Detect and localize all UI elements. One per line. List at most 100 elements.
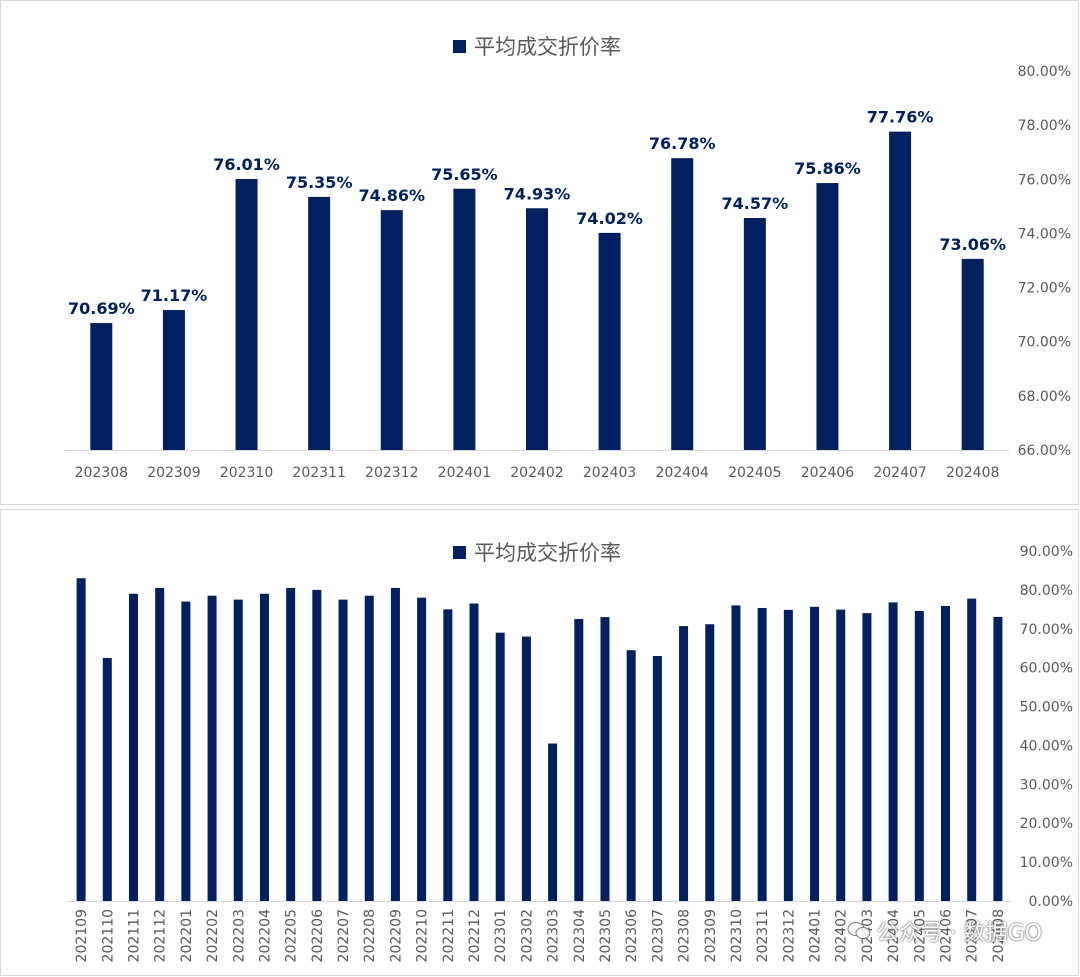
y-tick-label: 74.00% xyxy=(1018,226,1071,242)
x-tick-label: 202206 xyxy=(310,909,326,963)
bar xyxy=(600,617,610,901)
bar xyxy=(162,310,185,450)
x-tick-label: 202403 xyxy=(583,465,636,481)
x-tick-label: 202408 xyxy=(991,909,1007,962)
x-tick-label: 202302 xyxy=(519,909,535,962)
watermark-text: 公众号 · 数据GO xyxy=(876,921,1042,946)
legend-swatch xyxy=(453,39,466,53)
x-tick-label: 202310 xyxy=(220,465,273,481)
x-tick-label: 202310 xyxy=(729,909,745,962)
bar xyxy=(652,656,662,901)
y-tick-label: 0.00% xyxy=(1029,894,1073,910)
x-tick-label: 202111 xyxy=(126,909,142,962)
data-label: 74.57% xyxy=(722,194,789,213)
y-tick-label: 78.00% xyxy=(1018,118,1071,134)
x-tick-label: 202301 xyxy=(493,909,509,962)
bar-chart-recent: 66.00% 68.00% 70.00% 72.00% 74.00% 76.00% 78.0… xyxy=(65,64,1071,481)
bar xyxy=(743,217,766,450)
x-tick-label: 202202 xyxy=(205,909,221,962)
y-tick-label: 80.00% xyxy=(1020,583,1073,599)
x-tick-label: 202406 xyxy=(939,909,955,963)
x-tick-label: 202406 xyxy=(801,465,855,481)
x-tick-label: 202110 xyxy=(100,909,116,962)
x-tick-label: 202401 xyxy=(438,465,491,481)
bar xyxy=(705,624,715,901)
x-tick-label: 202405 xyxy=(912,909,928,962)
bar xyxy=(783,609,793,901)
bar xyxy=(417,597,427,901)
bar xyxy=(967,598,977,901)
data-label: 70.69% xyxy=(68,299,135,318)
y-tick-label: 66.00% xyxy=(1018,443,1071,459)
bar xyxy=(816,183,839,450)
x-tick-label: 202203 xyxy=(231,909,247,962)
data-label: 71.17% xyxy=(141,286,208,305)
data-label: 77.76% xyxy=(867,108,934,127)
x-tick-label: 202212 xyxy=(467,909,483,962)
x-tick-label: 202207 xyxy=(336,909,352,962)
x-tick-label: 202407 xyxy=(965,909,981,962)
y-tick-label: 30.00% xyxy=(1020,777,1073,793)
x-tick-label: 202309 xyxy=(147,465,200,481)
bar xyxy=(548,743,558,901)
legend-label: 平均成交折价率 xyxy=(474,541,621,565)
bar xyxy=(380,210,403,450)
x-tick-label: 202204 xyxy=(257,909,273,963)
bar xyxy=(364,595,374,901)
x-tick-label: 202112 xyxy=(153,909,169,962)
x-tick-label: 202309 xyxy=(703,909,719,962)
data-label: 76.78% xyxy=(649,134,716,153)
bar xyxy=(888,602,898,901)
data-label: 74.86% xyxy=(358,186,425,205)
bar xyxy=(102,657,112,901)
bar xyxy=(679,626,689,901)
x-tick-label: 202307 xyxy=(650,909,666,962)
bar-chart-history: 0.00% 10.00% 20.00% 30.00% 40.00% 50.00% 60.00… xyxy=(68,544,1073,963)
bar xyxy=(443,609,453,901)
bar xyxy=(469,603,479,901)
bar xyxy=(626,650,636,901)
x-tick-label: 202208 xyxy=(362,909,378,962)
bar xyxy=(889,131,912,450)
data-label: 76.01% xyxy=(213,155,280,174)
bar xyxy=(155,587,165,901)
bar xyxy=(836,609,846,901)
data-label: 74.93% xyxy=(504,184,571,203)
bar xyxy=(671,158,694,451)
bar xyxy=(862,613,872,901)
data-label: 74.02% xyxy=(576,209,643,228)
x-tick-label: 202311 xyxy=(755,909,771,962)
wechat-icon xyxy=(847,922,871,939)
bar xyxy=(598,232,621,450)
legend: 平均成交折价率 xyxy=(453,537,621,567)
bar xyxy=(286,587,296,901)
bar xyxy=(526,208,548,450)
data-label: 75.65% xyxy=(431,165,498,184)
x-tick-label: 202210 xyxy=(415,909,431,962)
bar xyxy=(233,599,243,901)
x-tick-label: 202404 xyxy=(656,465,710,481)
bar xyxy=(312,589,322,901)
y-tick-label: 70.00% xyxy=(1020,622,1073,638)
bar xyxy=(521,636,531,901)
legend-label: 平均成交折价率 xyxy=(474,35,621,59)
bar xyxy=(941,605,951,901)
bar xyxy=(390,587,400,901)
y-tick-label: 68.00% xyxy=(1018,389,1071,405)
y-tick-label: 72.00% xyxy=(1018,281,1071,297)
bar xyxy=(961,258,984,450)
legend-swatch xyxy=(453,545,466,559)
bar xyxy=(810,606,820,901)
bar xyxy=(453,188,476,450)
bar xyxy=(338,599,348,901)
bar xyxy=(259,593,269,901)
x-tick-label: 202312 xyxy=(365,465,418,481)
y-tick-label: 80.00% xyxy=(1018,64,1071,80)
x-tick-label: 202109 xyxy=(74,909,90,962)
y-tick-label: 50.00% xyxy=(1020,700,1073,716)
chart-panel-history: 平均成交折价率 0.00% 10.00% 20.00% 30.00% 40.00% 50.… xyxy=(0,509,1079,976)
y-tick-label: 60.00% xyxy=(1020,661,1073,677)
bar xyxy=(495,632,505,901)
bar xyxy=(993,616,1003,901)
bar xyxy=(731,605,741,901)
